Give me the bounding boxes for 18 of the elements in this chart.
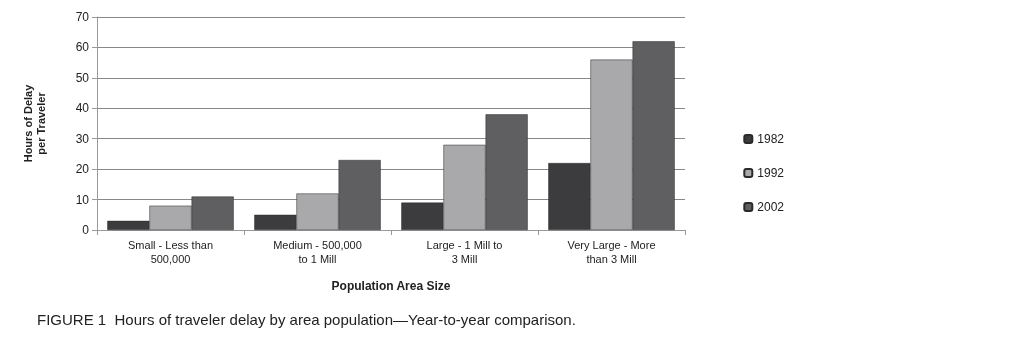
y-tick-label: 70 [75, 10, 90, 24]
y-axis-title: Hours of Delay per Traveler [21, 83, 47, 163]
legend-label: 1982 [757, 132, 785, 146]
y-tick-label: 20 [75, 162, 90, 177]
x-tick-label: Medium - 500,000 to 1 Mill [273, 239, 362, 265]
y-tick-label: 40 [75, 101, 90, 116]
y-tick-label: 10 [75, 192, 90, 207]
x-tick-label: Small - Less than 500,000 [128, 239, 213, 265]
y-tick-label: 60 [75, 40, 90, 55]
y-tick-label: 30 [75, 131, 90, 146]
y-tick-label: 0 [82, 223, 90, 237]
x-tick-label: Large - 1 Mill to 3 Mill [426, 239, 503, 265]
x-tick-label: Very Large - More than 3 Mill [567, 239, 656, 265]
legend-label: 1992 [757, 166, 785, 180]
x-axis-title: Population Area Size [331, 279, 451, 293]
caption: FIGURE 1 Hours of traveler delay by area population—Year-to-year comparison. [37, 311, 576, 328]
legend-label: 2002 [757, 200, 785, 214]
y-tick-label: 50 [75, 70, 90, 85]
